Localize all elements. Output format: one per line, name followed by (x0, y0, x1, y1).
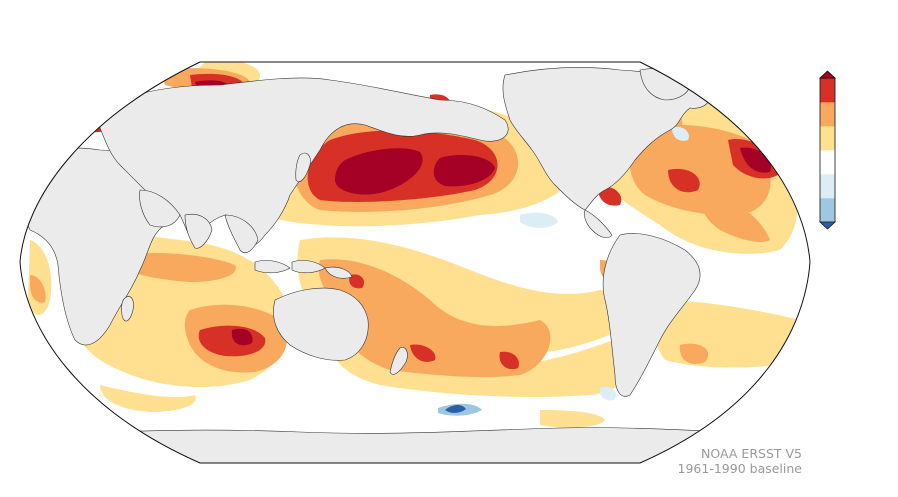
colorbar (818, 70, 837, 230)
credit-source: NOAA ERSST V5 (701, 446, 802, 461)
colorbar-segment (820, 198, 835, 223)
colorbar-segment (820, 174, 835, 199)
land (20, 67, 810, 463)
colorbar-segment (820, 150, 835, 175)
colorbar-segment (820, 102, 835, 127)
anomaly-cool (438, 126, 689, 416)
globe-outline (19, 61, 811, 464)
colorbar-extend-high (818, 70, 837, 79)
credit-baseline: 1961-1990 baseline (677, 461, 802, 476)
colorbar-segment (820, 78, 835, 103)
credit-text: NOAA ERSST V5 1961-1990 baseline (678, 446, 802, 476)
colorbar-extend-low (818, 221, 837, 230)
colorbar-segment (820, 126, 835, 151)
